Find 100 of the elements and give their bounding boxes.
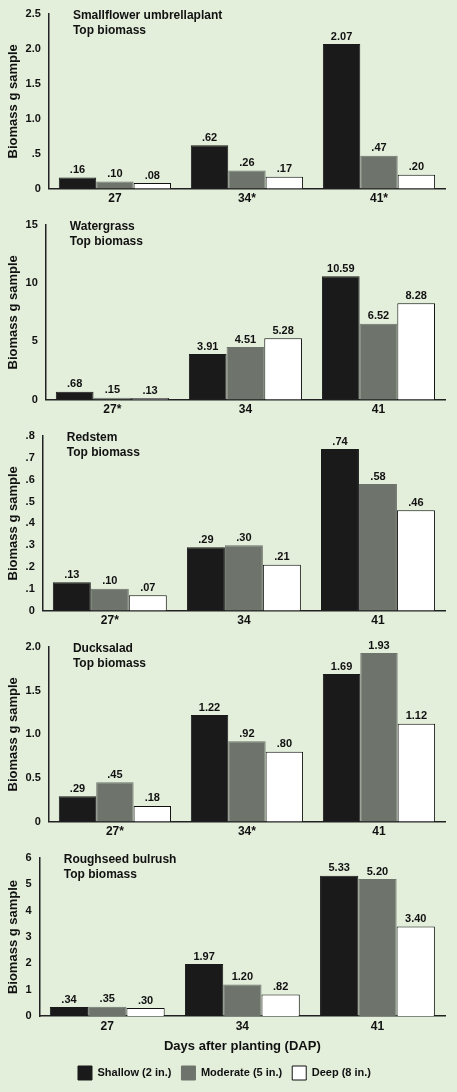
y-tick-label: 2.0 [25,640,41,653]
x-tick-label: 27* [100,613,120,628]
data-label: .68 [67,377,83,390]
y-tick-label: 0 [34,181,41,194]
data-label: .58 [370,469,386,482]
text: Top biomass [72,23,147,38]
y-tick-label: 5 [31,334,38,347]
x-tick-label: 27* [105,824,125,839]
x-tick-label: 41 [371,613,385,628]
x-tick-label: 34 [237,613,251,628]
y-tick-label: .8 [25,429,35,442]
y-tick-label: .3 [25,538,35,551]
y-tick-label: 0 [31,392,38,405]
data-label: 1.22 [198,700,221,713]
bar [358,879,397,1016]
bar [226,347,265,400]
y-tick-label: 1.5 [25,683,41,696]
chart-title: Ducksalad [72,641,133,656]
bar [228,741,266,822]
data-label: 1.97 [193,949,215,962]
y-tick-label: 3 [25,930,32,943]
y-tick-label: 6 [25,851,32,864]
data-label: 10.59 [327,261,355,274]
y-tick-label: .5 [25,494,35,507]
x-tick-label: 34 [238,402,253,417]
data-label: .07 [140,580,156,593]
y-tick-label: 1.0 [25,111,41,124]
data-label: .62 [201,130,218,143]
bar [360,653,398,822]
data-label: .20 [408,160,425,173]
data-label: .29 [69,781,86,794]
data-label: 1.69 [330,659,353,672]
data-label: .08 [144,168,160,181]
bar [228,170,266,189]
data-label: .46 [408,495,424,508]
y-tick-label: .7 [25,450,35,463]
x-tick-label: 27* [103,402,122,417]
data-label: .13 [142,383,158,396]
y-tick-label: 0 [34,814,41,827]
x-tick-label: 27 [108,191,122,206]
bar [96,782,134,822]
data-label: .16 [69,162,86,175]
chart-title: Redstem [66,430,118,445]
data-label: 1.93 [368,638,390,651]
legend-label: Moderate (5 in.) [200,1066,283,1079]
y-tick-label: 15 [25,218,38,231]
y-tick-label: .6 [25,472,35,485]
chart-title: Smallflower umbrellaplant [72,8,223,23]
data-label: 1.20 [231,969,254,982]
y-tick-label: 1.5 [25,76,41,89]
data-label: .34 [61,992,78,1005]
y-tick-label: 10 [25,276,38,289]
y-tick-label: 5 [25,877,32,890]
y-tick-label: 2.0 [25,41,41,54]
y-tick-label: .5 [31,146,41,159]
y-axis-title: Biomass g sample [5,255,21,370]
data-label: 3.91 [197,339,219,352]
data-label: 1.12 [405,709,428,722]
x-tick-label: 34* [237,191,257,206]
data-label: .17 [276,162,292,175]
x-tick-label: 34 [235,1018,250,1033]
data-label: .13 [64,567,80,580]
legend-label: Shallow (2 in.) [97,1066,172,1079]
y-tick-label: 0 [25,1009,32,1022]
y-tick-label: .4 [25,516,36,529]
y-tick-label: 0.5 [25,770,41,783]
data-label: .30 [236,530,252,543]
y-axis-title: Biomass g sample [5,44,21,159]
chart-title: Watergrass [69,219,136,234]
data-label: .30 [137,993,154,1006]
y-axis-title: Biomass g sample [5,677,21,792]
y-axis-title: Biomass g sample [5,879,21,995]
y-tick-label: .1 [25,581,35,594]
y-tick-label: 4 [25,903,33,916]
data-label: .29 [198,532,214,545]
text: Top biomass [66,445,141,460]
y-tick-label: 1.0 [25,727,41,740]
data-label: 4.51 [234,332,257,345]
legend-label: Deep (8 in.) [311,1066,372,1079]
data-label: .18 [144,791,160,804]
bar [358,484,397,611]
data-label: 6.52 [367,309,390,322]
data-label: 5.33 [328,861,350,874]
y-axis-title: Biomass g sample [5,466,21,581]
x-tick-label: 27 [100,1018,115,1033]
text: Top biomass [72,656,147,671]
x-axis-title: Days after planting (DAP) [163,1037,321,1053]
y-tick-label: .2 [25,559,35,572]
data-label: 8.28 [405,288,427,301]
y-tick-label: 2.5 [25,7,41,20]
x-tick-label: 41 [371,402,386,417]
data-label: .26 [239,155,255,168]
data-label: .80 [276,737,292,750]
y-tick-label: 0 [28,603,35,616]
data-label: 5.28 [272,323,294,336]
data-label: .15 [104,383,121,396]
bar [90,588,129,611]
y-tick-label: 2 [25,956,32,969]
y-tick-label: 1 [25,982,32,995]
bar [360,155,398,189]
